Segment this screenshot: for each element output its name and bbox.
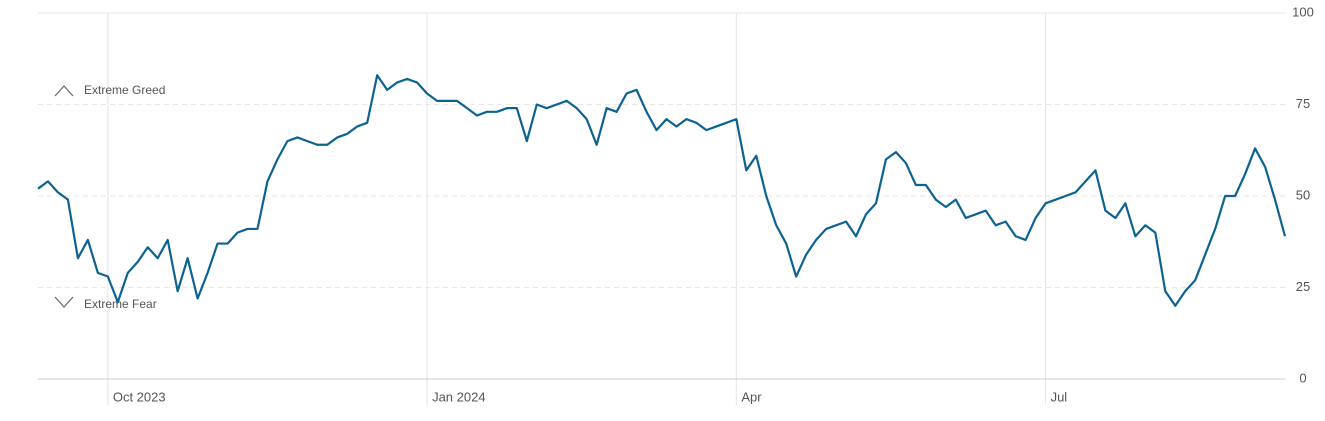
y-tick-label: 25 [1296,279,1310,294]
x-tick-label: Oct 2023 [113,389,166,404]
line-series [37,74,1287,307]
x-tick-label: Apr [741,389,762,404]
y-tick-label: 50 [1296,187,1310,202]
y-tick-label: 75 [1296,96,1310,111]
x-tick-label: Jul [1051,389,1068,404]
fear-arrow [54,296,74,308]
annotation: Extreme Greed [84,83,165,97]
y-tick-label: 0 [1299,370,1306,385]
greed-arrow [54,85,74,97]
annotation: Extreme Fear [84,297,157,311]
x-tick-label: Jan 2024 [432,389,486,404]
y-tick-label: 100 [1292,4,1314,19]
